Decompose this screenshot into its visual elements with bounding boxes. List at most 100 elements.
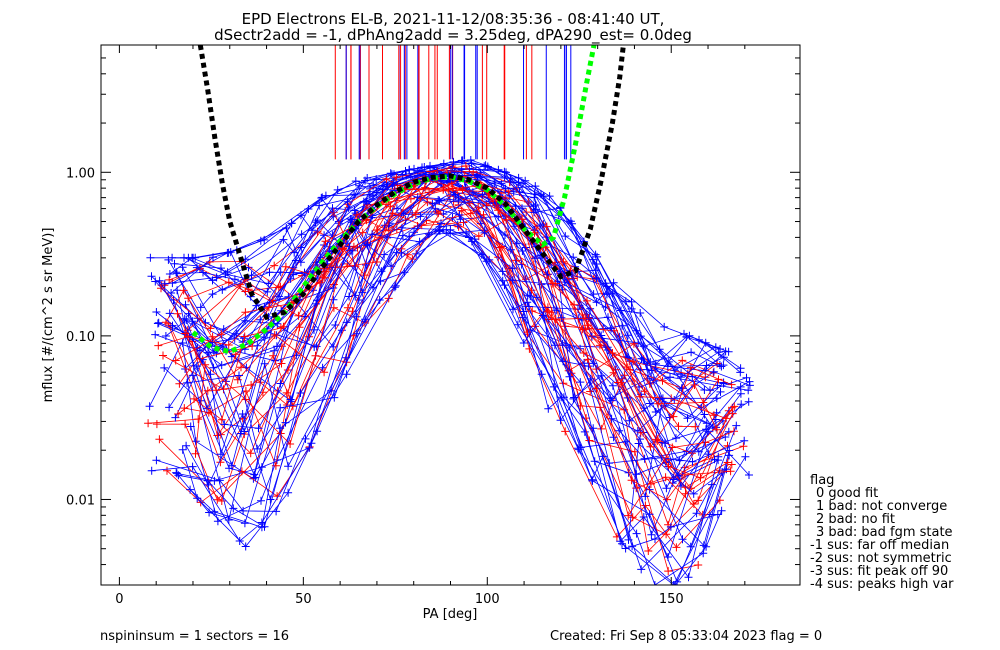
data-point: [694, 561, 703, 569]
y-axis-label: mflux [#/(cm^2 s sr MeV)]: [41, 228, 56, 403]
data-point: [593, 252, 602, 261]
data-point: [640, 454, 649, 463]
data-point: [343, 303, 352, 312]
data-point: [468, 188, 477, 197]
data-point: [292, 351, 301, 360]
data-point: [240, 519, 249, 528]
data-point: [380, 250, 389, 259]
data-point: [454, 192, 463, 201]
data-point: [518, 247, 527, 255]
data-point: [174, 410, 183, 418]
data-point: [190, 394, 198, 403]
data-point: [599, 324, 608, 333]
data-point: [241, 542, 250, 551]
data-point: [437, 219, 445, 228]
data-point: [188, 462, 197, 471]
data-point: [695, 335, 703, 344]
data-point: [497, 189, 506, 198]
data-trace: [169, 173, 719, 378]
data-point: [169, 296, 178, 304]
data-point: [182, 441, 191, 450]
data-point: [552, 306, 561, 315]
data-point: [317, 194, 326, 202]
data-point: [689, 500, 698, 508]
data-point: [702, 419, 711, 428]
data-point: [192, 263, 201, 272]
data-trace: [158, 188, 696, 428]
data-point: [238, 410, 247, 418]
data-point: [474, 232, 483, 241]
data-point: [167, 289, 176, 297]
chart-title-line-1: EPD Electrons EL-B, 2021-11-12/08:35:36 …: [242, 10, 665, 28]
data-point: [266, 495, 275, 504]
data-point: [247, 381, 256, 389]
data-point: [660, 439, 669, 448]
data-point: [681, 470, 689, 479]
data-point: [444, 186, 453, 195]
data-point: [159, 351, 167, 360]
data-point: [192, 362, 201, 371]
data-point: [732, 421, 741, 430]
data-point: [193, 494, 202, 503]
data-trace: [151, 229, 723, 583]
data-point: [186, 422, 195, 431]
data-point: [714, 375, 723, 384]
data-point: [742, 373, 751, 382]
data-point: [320, 368, 329, 377]
data-point: [625, 416, 634, 425]
data-point: [538, 311, 547, 320]
data-point: [711, 415, 720, 424]
data-point: [331, 321, 340, 329]
data-point: [588, 475, 596, 484]
data-point: [257, 496, 265, 505]
axis-ticks: 0 50 100 150 0.01 0.10 1.00: [66, 44, 800, 607]
data-point: [498, 276, 507, 285]
data-point: [637, 565, 646, 574]
data-point: [646, 358, 655, 367]
data-point: [310, 325, 318, 334]
data-point: [519, 179, 528, 188]
data-point: [164, 255, 173, 264]
data-point: [647, 530, 656, 539]
data-point: [711, 343, 720, 352]
data-point: [592, 298, 601, 307]
data-point: [217, 330, 226, 339]
data-trace: [179, 201, 733, 489]
data-point: [313, 427, 322, 436]
data-point: [612, 532, 621, 541]
data-point: [671, 581, 680, 585]
data-point: [146, 253, 155, 262]
data-point: [660, 322, 669, 331]
data-point: [706, 386, 714, 395]
data-point: [713, 425, 721, 434]
data-trace: [189, 230, 722, 585]
data-point: [608, 381, 617, 390]
data-point: [154, 318, 163, 327]
data-point: [682, 332, 691, 341]
data-point: [676, 373, 685, 382]
data-point: [173, 309, 182, 318]
data-point: [188, 253, 196, 262]
data-point: [260, 359, 269, 368]
data-point: [681, 483, 690, 492]
data-point: [645, 485, 654, 494]
data-point: [286, 395, 295, 404]
data-point: [351, 209, 360, 218]
data-point: [454, 222, 463, 231]
data-point: [719, 361, 728, 370]
data-point: [349, 242, 358, 251]
data-point: [204, 348, 213, 357]
data-point: [297, 230, 306, 239]
data-point: [609, 433, 618, 442]
data-point: [466, 156, 475, 164]
data-point: [329, 208, 338, 217]
data-point: [229, 504, 238, 513]
data-point: [589, 424, 598, 433]
data-point: [506, 174, 515, 183]
data-point: [360, 271, 369, 280]
data-point: [181, 329, 189, 338]
data-point: [513, 320, 522, 329]
data-point: [608, 349, 617, 357]
data-point: [721, 347, 730, 356]
